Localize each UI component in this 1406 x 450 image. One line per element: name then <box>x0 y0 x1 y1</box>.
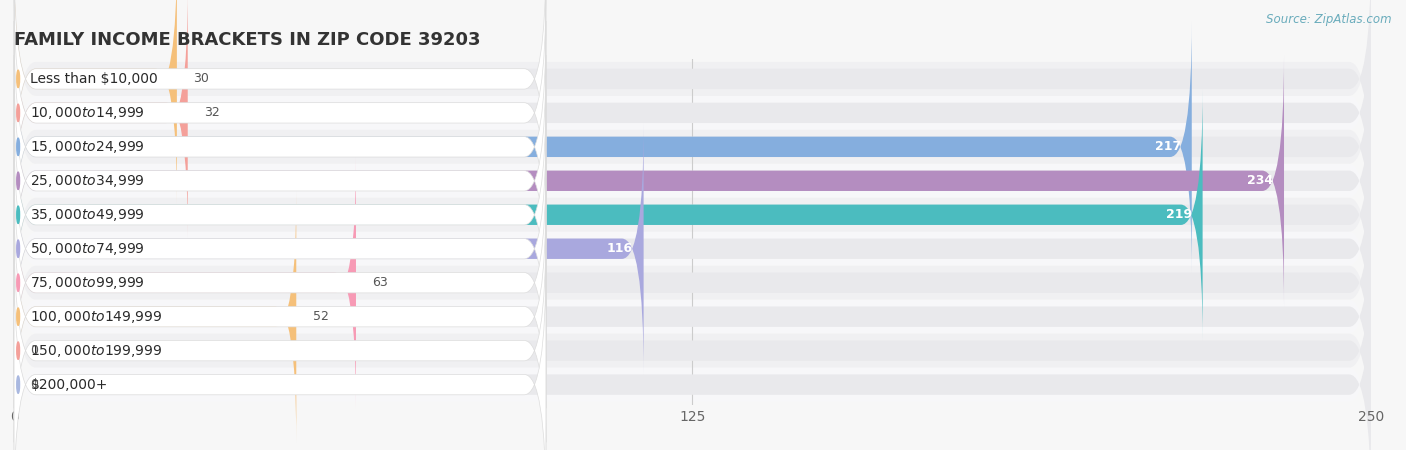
Circle shape <box>17 274 20 291</box>
Circle shape <box>17 308 20 325</box>
Text: $75,000 to $99,999: $75,000 to $99,999 <box>31 274 145 291</box>
Text: $50,000 to $74,999: $50,000 to $74,999 <box>31 241 145 257</box>
FancyBboxPatch shape <box>14 28 1371 266</box>
FancyBboxPatch shape <box>14 130 1371 368</box>
Text: 63: 63 <box>373 276 388 289</box>
Text: $100,000 to $149,999: $100,000 to $149,999 <box>31 309 163 325</box>
FancyBboxPatch shape <box>14 89 1202 341</box>
FancyBboxPatch shape <box>14 0 177 205</box>
FancyBboxPatch shape <box>14 21 1192 273</box>
FancyBboxPatch shape <box>14 259 546 450</box>
Text: 0: 0 <box>31 378 38 391</box>
FancyBboxPatch shape <box>14 123 1371 374</box>
FancyBboxPatch shape <box>14 225 1371 450</box>
FancyBboxPatch shape <box>14 55 1284 306</box>
Circle shape <box>17 240 20 257</box>
Text: 234: 234 <box>1247 174 1274 187</box>
Text: $25,000 to $34,999: $25,000 to $34,999 <box>31 173 145 189</box>
Text: $200,000+: $200,000+ <box>31 378 108 392</box>
Circle shape <box>17 376 20 393</box>
FancyBboxPatch shape <box>14 232 1371 450</box>
FancyBboxPatch shape <box>14 0 188 238</box>
FancyBboxPatch shape <box>14 191 546 442</box>
FancyBboxPatch shape <box>14 157 1371 409</box>
Circle shape <box>17 104 20 122</box>
FancyBboxPatch shape <box>14 21 1371 273</box>
Text: 219: 219 <box>1166 208 1192 221</box>
Text: 52: 52 <box>312 310 329 323</box>
Text: $10,000 to $14,999: $10,000 to $14,999 <box>31 105 145 121</box>
FancyBboxPatch shape <box>14 157 356 409</box>
Circle shape <box>17 342 20 359</box>
FancyBboxPatch shape <box>14 0 546 205</box>
FancyBboxPatch shape <box>14 198 1371 436</box>
FancyBboxPatch shape <box>14 55 1371 306</box>
FancyBboxPatch shape <box>14 191 297 442</box>
Text: $15,000 to $24,999: $15,000 to $24,999 <box>31 139 145 155</box>
FancyBboxPatch shape <box>14 157 546 409</box>
FancyBboxPatch shape <box>14 266 1371 450</box>
Text: $35,000 to $49,999: $35,000 to $49,999 <box>31 207 145 223</box>
FancyBboxPatch shape <box>14 62 1371 300</box>
Circle shape <box>17 70 20 88</box>
Text: 30: 30 <box>193 72 209 86</box>
FancyBboxPatch shape <box>14 0 1371 238</box>
FancyBboxPatch shape <box>14 89 546 341</box>
Text: 32: 32 <box>204 106 219 119</box>
Text: 217: 217 <box>1154 140 1181 153</box>
Circle shape <box>17 172 20 189</box>
FancyBboxPatch shape <box>14 0 1371 198</box>
FancyBboxPatch shape <box>14 259 1371 450</box>
FancyBboxPatch shape <box>14 123 644 374</box>
FancyBboxPatch shape <box>14 0 1371 232</box>
Text: $150,000 to $199,999: $150,000 to $199,999 <box>31 342 163 359</box>
Text: 0: 0 <box>31 344 38 357</box>
FancyBboxPatch shape <box>14 55 546 306</box>
Text: Source: ZipAtlas.com: Source: ZipAtlas.com <box>1267 14 1392 27</box>
FancyBboxPatch shape <box>14 225 546 450</box>
FancyBboxPatch shape <box>14 96 1371 333</box>
FancyBboxPatch shape <box>14 123 546 374</box>
FancyBboxPatch shape <box>14 89 1371 341</box>
FancyBboxPatch shape <box>14 0 1371 205</box>
Circle shape <box>17 138 20 156</box>
FancyBboxPatch shape <box>14 21 546 273</box>
FancyBboxPatch shape <box>14 164 1371 401</box>
Circle shape <box>17 206 20 224</box>
FancyBboxPatch shape <box>14 0 546 238</box>
Text: 116: 116 <box>606 242 633 255</box>
Text: Less than $10,000: Less than $10,000 <box>31 72 157 86</box>
FancyBboxPatch shape <box>14 191 1371 442</box>
Text: FAMILY INCOME BRACKETS IN ZIP CODE 39203: FAMILY INCOME BRACKETS IN ZIP CODE 39203 <box>14 31 481 49</box>
